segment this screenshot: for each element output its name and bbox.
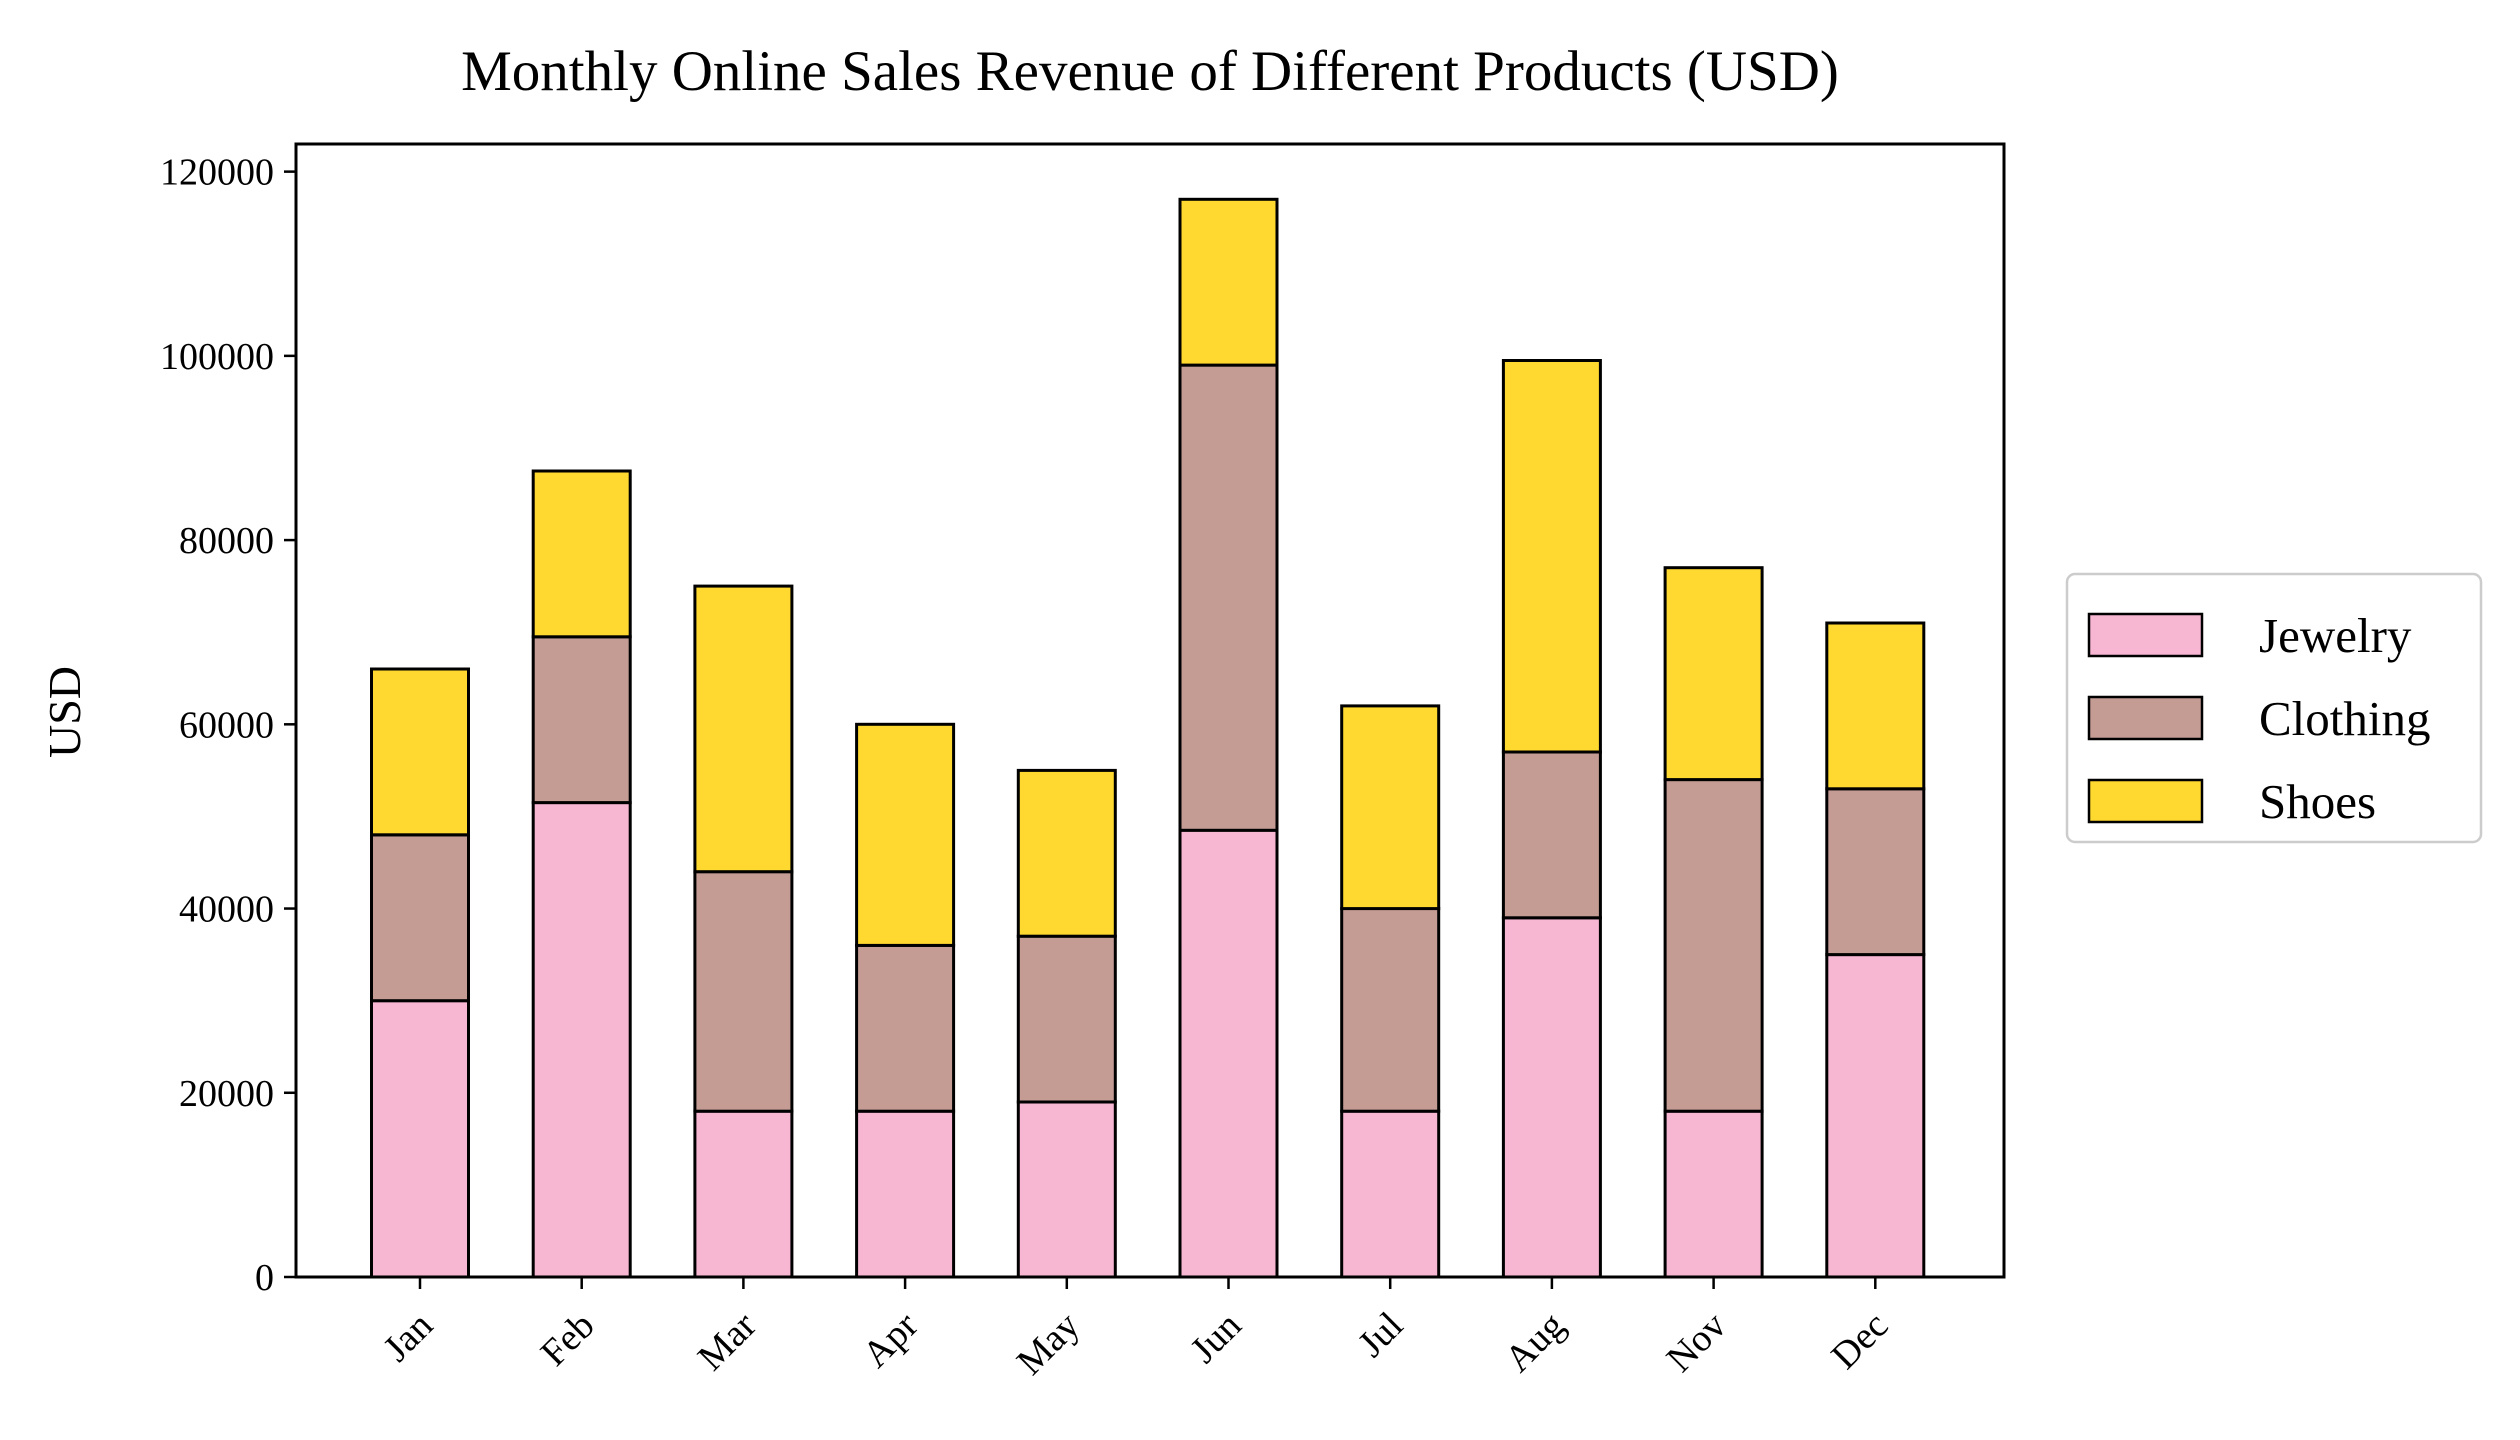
x-tick-label-jan: Jan bbox=[376, 1304, 442, 1370]
bar-shoes-dec bbox=[1825, 621, 1926, 791]
bar-jewelry-nov bbox=[1663, 1109, 1764, 1279]
bar-jewelry-jun bbox=[1178, 828, 1279, 1279]
x-tick-label-jul: Jul bbox=[1350, 1304, 1411, 1365]
y-tick-label-40000: 40000 bbox=[179, 889, 274, 931]
bar-clothing-apr bbox=[855, 943, 956, 1113]
bar-shoes-jun bbox=[1178, 197, 1279, 367]
plot-frame bbox=[294, 142, 2006, 1279]
bar-shoes-may bbox=[1016, 768, 1117, 938]
bar-clothing-may bbox=[1016, 934, 1117, 1104]
bar-clothing-jun bbox=[1178, 363, 1279, 832]
bar-shoes-jul bbox=[1340, 704, 1441, 911]
bar-shoes-jan bbox=[370, 667, 470, 837]
legend-label-shoes: Shoes bbox=[2259, 774, 2376, 829]
y-tick-label-120000: 120000 bbox=[160, 152, 274, 194]
bar-shoes-apr bbox=[855, 722, 956, 947]
bar-clothing-mar bbox=[693, 870, 794, 1113]
x-tick-label-feb: Feb bbox=[533, 1304, 603, 1374]
y-tick-label-100000: 100000 bbox=[160, 336, 274, 378]
legend-label-clothing: Clothing bbox=[2259, 691, 2431, 746]
bar-shoes-nov bbox=[1663, 566, 1764, 782]
bar-jewelry-mar bbox=[693, 1109, 794, 1279]
bar-jewelry-apr bbox=[855, 1109, 956, 1279]
legend: Jewelry Clothing Shoes bbox=[2065, 572, 2483, 844]
legend-swatch-jewelry bbox=[2087, 612, 2204, 658]
bar-shoes-mar bbox=[693, 584, 794, 874]
bar-shoes-feb bbox=[531, 469, 632, 639]
y-tick-label-20000: 20000 bbox=[179, 1073, 274, 1115]
y-axis-title: USD bbox=[39, 666, 90, 758]
bar-clothing-dec bbox=[1825, 787, 1926, 957]
bar-clothing-nov bbox=[1663, 778, 1764, 1113]
x-tick-label-nov: Nov bbox=[1659, 1304, 1735, 1380]
bar-jewelry-feb bbox=[531, 801, 632, 1279]
plot-area: Jan Feb Mar Apr May Jun Jul Aug Nov Dec 0 20000 4000… bbox=[160, 142, 2006, 1383]
y-tick-label-0: 0 bbox=[255, 1257, 274, 1299]
bar-clothing-jul bbox=[1340, 907, 1441, 1113]
bar-jewelry-jan bbox=[370, 999, 470, 1279]
bar-clothing-aug bbox=[1501, 750, 1602, 920]
x-tick-label-apr: Apr bbox=[855, 1304, 927, 1376]
x-tick-label-dec: Dec bbox=[1823, 1304, 1896, 1377]
bar-jewelry-may bbox=[1016, 1100, 1117, 1279]
x-tick-label-may: May bbox=[1009, 1304, 1088, 1383]
x-tick-label-mar: Mar bbox=[690, 1304, 765, 1379]
legend-swatch-clothing bbox=[2087, 695, 2204, 741]
x-tick-label-aug: Aug bbox=[1497, 1304, 1573, 1380]
chart-title: Monthly Online Sales Revenue of Differen… bbox=[461, 40, 1839, 103]
legend-label-jewelry: Jewelry bbox=[2259, 608, 2412, 663]
bar-jewelry-jul bbox=[1340, 1109, 1441, 1279]
y-tick-label-60000: 60000 bbox=[179, 704, 274, 746]
x-tick-label-jun: Jun bbox=[1183, 1304, 1250, 1371]
y-tick-label-80000: 80000 bbox=[179, 520, 274, 562]
bar-clothing-feb bbox=[531, 635, 632, 805]
legend-swatch-shoes bbox=[2087, 778, 2204, 824]
bar-clothing-jan bbox=[370, 833, 470, 1003]
bar-jewelry-dec bbox=[1825, 953, 1926, 1279]
bar-jewelry-aug bbox=[1501, 916, 1602, 1279]
bar-shoes-aug bbox=[1501, 359, 1602, 754]
